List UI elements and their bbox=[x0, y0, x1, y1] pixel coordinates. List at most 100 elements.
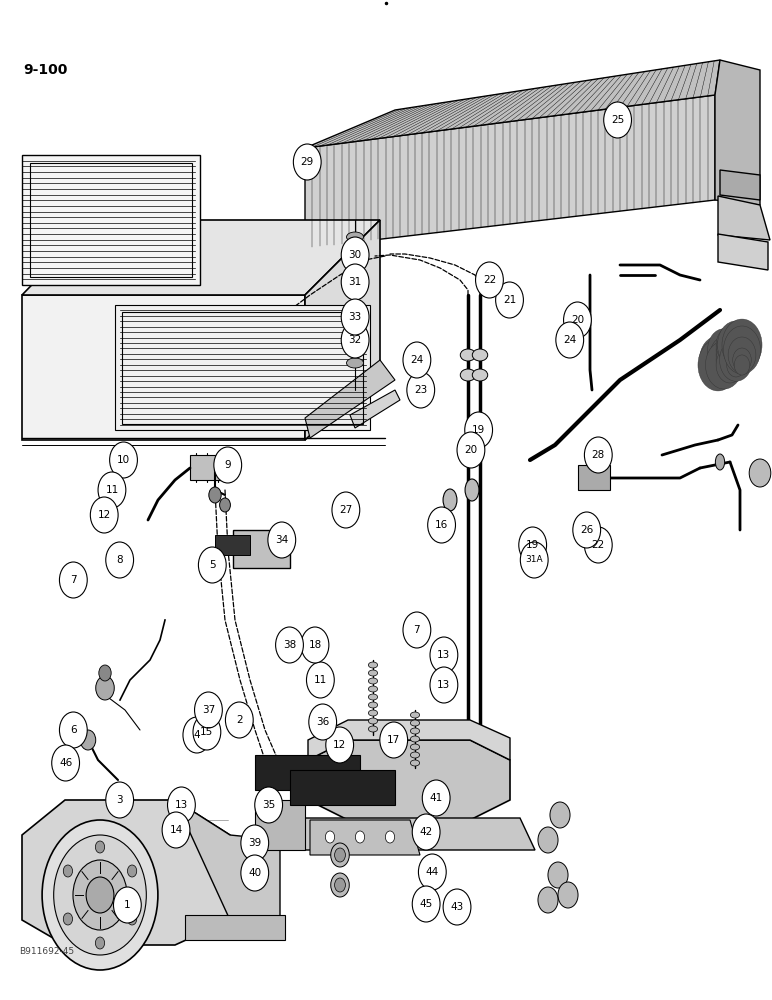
Polygon shape bbox=[185, 915, 285, 940]
Circle shape bbox=[749, 459, 770, 487]
Circle shape bbox=[716, 347, 744, 383]
Text: 9-100: 9-100 bbox=[23, 63, 67, 77]
Polygon shape bbox=[22, 295, 305, 440]
Polygon shape bbox=[295, 818, 535, 850]
Circle shape bbox=[330, 843, 349, 867]
Polygon shape bbox=[715, 60, 760, 205]
Polygon shape bbox=[215, 535, 250, 555]
Circle shape bbox=[193, 714, 221, 750]
Circle shape bbox=[558, 882, 578, 908]
Ellipse shape bbox=[368, 686, 378, 692]
Text: 43: 43 bbox=[450, 902, 464, 912]
Text: 33: 33 bbox=[348, 312, 362, 322]
Ellipse shape bbox=[716, 454, 725, 470]
Polygon shape bbox=[308, 720, 510, 760]
Circle shape bbox=[73, 860, 127, 930]
Text: 13: 13 bbox=[174, 800, 188, 810]
Circle shape bbox=[548, 862, 568, 888]
Circle shape bbox=[355, 831, 364, 843]
Ellipse shape bbox=[347, 358, 364, 368]
Text: 24: 24 bbox=[563, 335, 577, 345]
Circle shape bbox=[98, 472, 126, 508]
Circle shape bbox=[476, 262, 503, 298]
Polygon shape bbox=[578, 465, 610, 490]
Text: 44: 44 bbox=[425, 867, 439, 877]
Circle shape bbox=[725, 335, 747, 365]
Ellipse shape bbox=[411, 720, 420, 726]
Circle shape bbox=[63, 865, 73, 877]
Polygon shape bbox=[255, 755, 360, 790]
Ellipse shape bbox=[460, 369, 476, 381]
Text: 20: 20 bbox=[571, 315, 584, 325]
Circle shape bbox=[418, 854, 446, 890]
Circle shape bbox=[698, 339, 738, 391]
Circle shape bbox=[706, 341, 743, 389]
Text: 21: 21 bbox=[503, 295, 516, 305]
Text: 35: 35 bbox=[262, 800, 276, 810]
Ellipse shape bbox=[368, 678, 378, 684]
Circle shape bbox=[422, 780, 450, 816]
Text: 8: 8 bbox=[117, 555, 123, 565]
Text: 40: 40 bbox=[248, 868, 262, 878]
Text: 10: 10 bbox=[117, 455, 130, 465]
Circle shape bbox=[80, 730, 96, 750]
Polygon shape bbox=[718, 234, 768, 270]
Circle shape bbox=[219, 498, 230, 512]
Circle shape bbox=[496, 282, 523, 318]
Circle shape bbox=[716, 332, 744, 368]
Ellipse shape bbox=[368, 702, 378, 708]
Circle shape bbox=[268, 522, 296, 558]
Circle shape bbox=[564, 302, 591, 338]
Circle shape bbox=[457, 432, 485, 468]
Text: 30: 30 bbox=[348, 250, 362, 260]
Circle shape bbox=[407, 372, 435, 408]
Text: 7: 7 bbox=[70, 575, 76, 585]
Circle shape bbox=[519, 527, 547, 563]
Polygon shape bbox=[175, 800, 280, 920]
Circle shape bbox=[465, 412, 493, 448]
Text: 26: 26 bbox=[580, 525, 594, 535]
Polygon shape bbox=[255, 800, 305, 850]
Circle shape bbox=[332, 492, 360, 528]
Text: 29: 29 bbox=[300, 157, 314, 167]
Circle shape bbox=[198, 547, 226, 583]
Circle shape bbox=[106, 542, 134, 578]
Text: 7: 7 bbox=[414, 625, 420, 635]
Ellipse shape bbox=[368, 726, 378, 732]
Circle shape bbox=[183, 717, 211, 753]
Text: 17: 17 bbox=[387, 735, 401, 745]
Circle shape bbox=[722, 319, 762, 371]
Text: 4: 4 bbox=[194, 730, 200, 740]
Polygon shape bbox=[115, 305, 370, 430]
Polygon shape bbox=[310, 820, 420, 855]
Ellipse shape bbox=[347, 322, 364, 332]
Circle shape bbox=[127, 913, 137, 925]
Circle shape bbox=[96, 841, 105, 853]
Text: 22: 22 bbox=[482, 275, 496, 285]
Text: 46: 46 bbox=[59, 758, 73, 768]
Circle shape bbox=[341, 264, 369, 300]
Text: 2: 2 bbox=[236, 715, 242, 725]
Circle shape bbox=[168, 787, 195, 823]
Circle shape bbox=[734, 355, 750, 375]
Polygon shape bbox=[233, 530, 290, 568]
Circle shape bbox=[241, 825, 269, 861]
Ellipse shape bbox=[347, 286, 364, 296]
Circle shape bbox=[710, 335, 726, 355]
Circle shape bbox=[699, 336, 736, 384]
Circle shape bbox=[90, 497, 118, 533]
Circle shape bbox=[52, 745, 80, 781]
Circle shape bbox=[428, 507, 455, 543]
Circle shape bbox=[106, 782, 134, 818]
Ellipse shape bbox=[443, 489, 457, 511]
Circle shape bbox=[550, 802, 570, 828]
Text: 11: 11 bbox=[105, 485, 119, 495]
Circle shape bbox=[716, 337, 744, 373]
Circle shape bbox=[255, 787, 283, 823]
Text: 22: 22 bbox=[591, 540, 605, 550]
Text: 19: 19 bbox=[472, 425, 486, 435]
Text: 25: 25 bbox=[611, 115, 625, 125]
Circle shape bbox=[412, 886, 440, 922]
Circle shape bbox=[430, 637, 458, 673]
Circle shape bbox=[214, 447, 242, 483]
